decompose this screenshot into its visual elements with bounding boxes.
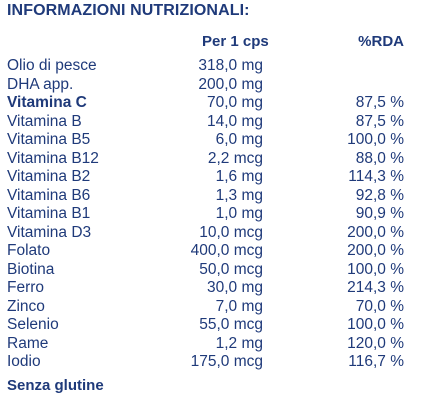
nutrient-name: Selenio: [7, 316, 59, 333]
nutrient-rda: 100,0 %: [347, 131, 404, 148]
nutrient-rda: 87,5 %: [355, 94, 404, 111]
nutrient-table: Olio di pesce 318,0 mg DHA app. 200,0 mg…: [0, 57, 426, 372]
nutrient-row: Rame 1,2 mg 120,0 %: [0, 335, 426, 354]
nutrient-row: Ferro 30,0 mg 214,3 %: [0, 279, 426, 298]
nutrient-amount: 2,2 mcg: [207, 149, 263, 167]
nutrient-row: Vitamina B 14,0 mg 87,5 %: [0, 113, 426, 132]
nutrient-amount: 6,0 mg: [215, 131, 263, 148]
nutrient-rda: 90,9 %: [355, 205, 404, 222]
nutrient-amount: 55,0 mcg: [199, 316, 263, 333]
nutrient-amount: 7,0 mg: [215, 297, 263, 315]
nutrient-row: Vitamina C 70,0 mg 87,5 %: [0, 94, 426, 113]
nutrient-name: Folato: [7, 242, 51, 259]
nutrient-name: DHA app.: [7, 75, 74, 93]
nutrient-amount: 10,0 mcg: [199, 223, 263, 241]
nutrient-name: Vitamina B2: [7, 168, 91, 185]
nutrient-rda: 200,0 %: [347, 242, 404, 259]
nutrient-rda: 100,0 %: [347, 260, 404, 278]
nutrient-rda: 70,0 %: [355, 297, 404, 315]
nutrient-amount: 1,2 mg: [215, 334, 263, 352]
nutrient-row: Selenio 55,0 mcg 100,0 %: [0, 316, 426, 335]
nutrient-amount: 1,3 mg: [215, 186, 263, 204]
nutrient-rda: 114,3 %: [348, 168, 404, 185]
nutrient-name: Olio di pesce: [7, 57, 97, 74]
nutrient-row: Zinco 7,0 mg 70,0 %: [0, 298, 426, 317]
nutrient-row: Iodio 175,0 mcg 116,7 %: [0, 353, 426, 372]
nutrient-amount: 200,0 mg: [198, 75, 263, 93]
nutrient-rda: 88,0 %: [355, 149, 404, 167]
nutrient-row: Vitamina B2 1,6 mg 114,3 %: [0, 168, 426, 187]
nutrient-amount: 1,6 mg: [215, 168, 263, 185]
nutrient-row: Vitamina B5 6,0 mg 100,0 %: [0, 131, 426, 150]
nutrient-row: DHA app. 200,0 mg: [0, 76, 426, 95]
nutrient-row: Vitamina B6 1,3 mg 92,8 %: [0, 187, 426, 206]
nutrient-rda: 87,5 %: [355, 112, 404, 130]
nutrient-row: Vitamina D3 10,0 mcg 200,0 %: [0, 224, 426, 243]
nutrient-row: Vitamina B1 1,0 mg 90,9 %: [0, 205, 426, 224]
nutrient-rda: 92,8 %: [355, 186, 404, 204]
nutrient-amount: 175,0 mcg: [190, 353, 263, 370]
nutrient-name: Vitamina B5: [7, 131, 91, 148]
nutrient-row: Vitamina B12 2,2 mcg 88,0 %: [0, 150, 426, 169]
nutrient-name: Vitamina D3: [7, 223, 92, 241]
nutrient-rda: 200,0 %: [347, 223, 404, 241]
nutrient-name: Vitamina B12: [7, 149, 99, 167]
nutrient-name: Ferro: [7, 279, 45, 296]
nutrient-name: Vitamina B6: [7, 186, 91, 204]
nutrient-name: Rame: [7, 334, 49, 352]
nutrition-title: INFORMAZIONI NUTRIZIONALI:: [7, 2, 250, 19]
nutrient-name: Vitamina B: [7, 112, 82, 130]
column-header-amount: Per 1 cps: [202, 33, 269, 50]
nutrient-row: Folato 400,0 mcg 200,0 %: [0, 242, 426, 261]
nutrient-name: Zinco: [7, 297, 45, 315]
nutrient-amount: 318,0 mg: [198, 57, 263, 74]
column-header-rda: %RDA: [358, 33, 404, 50]
nutrient-name: Biotina: [7, 260, 55, 278]
nutrient-amount: 70,0 mg: [206, 94, 263, 111]
nutrient-amount: 1,0 mg: [215, 205, 263, 222]
nutrient-rda: 214,3 %: [347, 279, 404, 296]
gluten-free-note: Senza glutine: [7, 377, 104, 394]
nutrient-name: Vitamina B1: [7, 205, 91, 222]
nutrient-name: Vitamina C: [7, 94, 87, 111]
nutrient-name: Iodio: [7, 353, 41, 370]
nutrient-amount: 30,0 mg: [206, 279, 263, 296]
nutrient-amount: 50,0 mcg: [199, 260, 263, 278]
nutrient-row: Biotina 50,0 mcg 100,0 %: [0, 261, 426, 280]
nutrient-amount: 400,0 mcg: [190, 242, 263, 259]
nutrient-rda: 100,0 %: [347, 316, 404, 333]
nutrient-row: Olio di pesce 318,0 mg: [0, 57, 426, 76]
nutrient-rda: 120,0 %: [347, 334, 404, 352]
nutrient-amount: 14,0 mg: [206, 112, 263, 130]
nutrient-rda: 116,7 %: [348, 353, 404, 370]
